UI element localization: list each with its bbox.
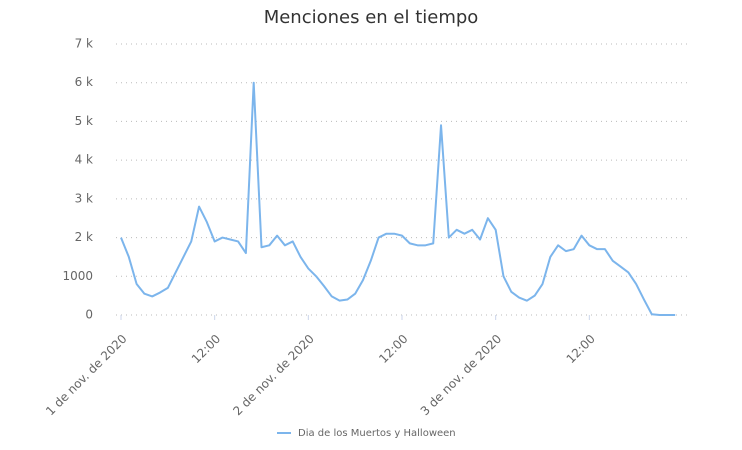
y-tick-label: 6 k [75,75,93,89]
y-tick-label: 7 k [75,37,93,51]
x-tick-label: 12:00 [564,332,598,366]
x-tick-label: 12:00 [376,332,410,366]
y-tick-label: 1000 [62,269,93,283]
x-tick-label: 1 de nov. de 2020 [43,332,130,419]
y-tick-label: 2 k [75,230,93,244]
legend-label: Dia de los Muertos y Halloween [298,428,456,439]
x-tick-label: 12:00 [189,332,223,366]
x-tick-label: 3 de nov. de 2020 [418,332,505,419]
y-tick-label: 5 k [75,114,93,128]
x-tick-label: 2 de nov. de 2020 [230,332,317,419]
y-tick-label: 0 [85,308,93,322]
line [120,81,676,316]
chart-title: Menciones en el tiempo [264,7,479,28]
y-tick-label: 4 k [75,153,93,167]
y-tick-label: 3 k [75,191,93,205]
